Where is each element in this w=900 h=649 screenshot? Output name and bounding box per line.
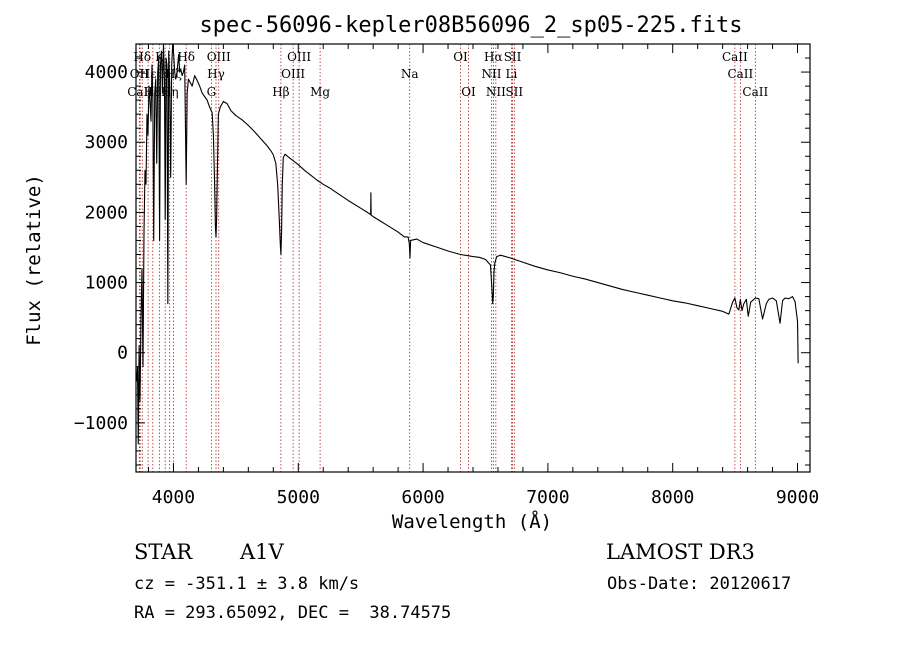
- line-label: SII: [504, 50, 522, 64]
- x-axis-label: Wavelength (Å): [392, 510, 552, 533]
- line-label: Hβ: [272, 85, 289, 99]
- line-label: Hγ: [207, 67, 225, 81]
- x-tick-label: 5000: [277, 487, 320, 508]
- observation-date: Obs-Date: 20120617: [607, 574, 792, 594]
- y-tick-label: 3000: [85, 132, 128, 153]
- x-tick-label: 6000: [401, 487, 444, 508]
- line-label: CaII: [727, 67, 753, 81]
- line-label: Mg: [310, 85, 330, 99]
- line-label: OIII: [207, 50, 231, 64]
- y-axis-ticks: −1000 0 1000 2000 3000 4000: [74, 43, 810, 466]
- chart-title: spec-56096-kepler08B56096_2_sp05-225.fit…: [199, 13, 742, 38]
- line-label: SII: [505, 85, 523, 99]
- line-label: Hε: [140, 67, 157, 81]
- spectrum-line: [136, 43, 799, 445]
- y-tick-label: −1000: [74, 413, 128, 434]
- line-label: CaII: [722, 50, 748, 64]
- line-label: NII: [486, 85, 506, 99]
- x-tick-label: 8000: [651, 487, 694, 508]
- spectral-line-markers: [138, 44, 756, 472]
- line-label: OII: [130, 67, 150, 81]
- line-label: OIII: [281, 67, 305, 81]
- y-tick-label: 4000: [85, 62, 128, 83]
- plot-frame: [135, 43, 811, 473]
- line-label: Hδ: [133, 50, 151, 64]
- x-tick-label: 4000: [152, 487, 195, 508]
- line-label: OI: [461, 85, 476, 99]
- y-tick-label: 2000: [85, 202, 128, 223]
- y-tick-label: 0: [117, 343, 128, 364]
- line-label: CaII: [127, 85, 153, 99]
- x-tick-label: 7000: [526, 487, 569, 508]
- line-label: NII: [481, 67, 501, 81]
- line-label: Na: [401, 67, 419, 81]
- y-axis-label: Flux (relative): [23, 174, 45, 346]
- line-label: OIII: [287, 50, 311, 64]
- sky-coordinates: RA = 293.65092, DEC = 38.74575: [134, 603, 452, 623]
- object-class: STAR: [134, 540, 193, 564]
- line-label: Li: [506, 67, 518, 81]
- line-label: K: [155, 50, 165, 64]
- x-tick-label: 9000: [776, 487, 819, 508]
- line-label: CaII: [742, 85, 768, 99]
- line-label: G: [207, 85, 217, 99]
- redshift-cz: cz = -351.1 ± 3.8 km/s: [134, 574, 360, 594]
- x-axis-ticks: 4000 5000 6000 7000 8000 9000: [147, 44, 819, 508]
- spectrum-chart: spec-56096-kepler08B56096_2_sp05-225.fit…: [23, 13, 819, 533]
- line-label: H: [160, 67, 170, 81]
- y-tick-label: 1000: [85, 273, 128, 294]
- survey-name: LAMOST DR3: [606, 540, 755, 564]
- object-subclass: A1V: [240, 540, 284, 564]
- line-label: Hα: [484, 50, 503, 64]
- line-label: Hδ: [177, 50, 195, 64]
- line-label: OI: [453, 50, 468, 64]
